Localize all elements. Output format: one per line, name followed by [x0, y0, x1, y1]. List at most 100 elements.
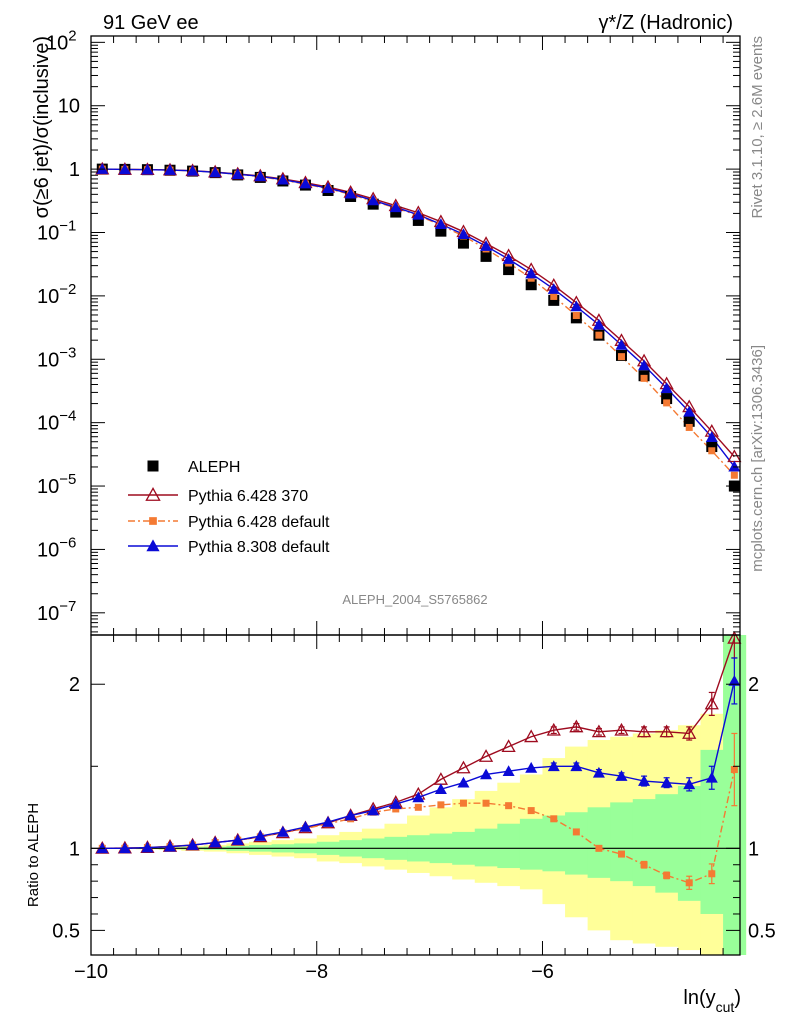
- main-point-pythia-6-428-default: [685, 423, 693, 431]
- main-point-pythia-8-308-default: [344, 187, 357, 199]
- band-green-bin: [700, 749, 724, 914]
- legend-label-aleph: ALEPH: [188, 459, 240, 476]
- main-point-pythia-8-308-default: [705, 431, 718, 442]
- main-y-tick-label: 102: [46, 27, 77, 54]
- ratio-point-pythia-8-308-default: [660, 776, 673, 788]
- mcplots-citation: mcplots.cern.ch [arXiv:1306.3436]: [749, 345, 766, 572]
- main-point-pythia-6-428-default: [663, 399, 671, 407]
- main-point-pythia-6-428-default: [730, 471, 738, 479]
- ratio-point-pythia-8-308-default: [615, 770, 628, 781]
- legend-marker-pythia-6-428-default: [149, 517, 157, 525]
- ratio-point-pythia-8-308-default: [299, 821, 312, 832]
- main-point-pythia-8-308-default: [570, 300, 583, 312]
- main-point-aleph: [412, 214, 424, 226]
- ratio-point-pythia-6-428-default: [392, 805, 400, 813]
- panel-frames: [90, 35, 741, 956]
- ratio-y-tick-label-right: 0.5: [748, 920, 776, 942]
- main-point-pythia-8-308-default: [141, 163, 154, 175]
- main-point-pythia-8-308-default: [728, 460, 741, 472]
- ratio-point-pythia-8-308-default: [276, 825, 289, 837]
- ratio-point-pythia-6-428-default: [550, 815, 558, 823]
- main-point-pythia-8-308-default: [547, 283, 560, 294]
- ratio-frame: [90, 634, 741, 956]
- ratio-point-pythia-6-428-370: [636, 724, 652, 738]
- main-point-aleph: [503, 264, 515, 276]
- main-point-pythia-8-308-default: [231, 168, 244, 180]
- ratio-point-pythia-8-308-default: [592, 766, 605, 778]
- ratio-point-pythia-8-308-default: [254, 830, 267, 841]
- ratio-point-pythia-8-308-default: [412, 791, 425, 803]
- main-point-pythia-8-308-default: [660, 382, 673, 393]
- main-ylabel: σ(≥6 jet)/σ(inclusive): [31, 36, 53, 218]
- ratio-point-pythia-6-428-default: [527, 807, 535, 815]
- ratio-point-pythia-8-308-default: [480, 768, 493, 780]
- ratio-point-pythia-8-308-default: [502, 765, 515, 777]
- main-point-pythia-8-308-default: [615, 338, 628, 350]
- ratio-point-pythia-6-428-370: [478, 749, 494, 762]
- main-y-tick-label: 10−4: [37, 408, 76, 435]
- ratio-point-pythia-6-428-370: [659, 724, 674, 738]
- ratio-point-pythia-8-308-default: [638, 775, 651, 786]
- main-y-tick-label: 10−2: [37, 281, 76, 308]
- band-green-bin: [497, 823, 521, 869]
- ratio-point-pythia-6-428-default: [663, 871, 671, 879]
- ratio-point-pythia-6-428-370: [546, 722, 561, 736]
- ratio-y-tick-label: 1: [69, 838, 80, 860]
- ratio-point-pythia-6-428-default: [595, 844, 603, 852]
- legend-marker-pythia-8-308-default: [146, 539, 160, 552]
- ratio-point-pythia-8-308-default: [547, 760, 560, 772]
- x-tick-label: −8: [305, 961, 328, 983]
- ratio-point-pythia-8-308-default: [322, 816, 335, 827]
- main-point-pythia-8-308-default: [299, 177, 312, 189]
- ratio-point-pythia-6-428-default: [482, 799, 490, 807]
- ratio-point-pythia-8-308-default: [683, 778, 696, 790]
- main-y-tick-label: 1: [69, 159, 80, 181]
- axis-ticks: −10 −8 −610−710−610−510−410−310−210−111010…: [37, 27, 776, 983]
- ratio-point-pythia-8-308-default: [570, 760, 583, 772]
- main-point-aleph: [661, 393, 673, 405]
- ratio-point-pythia-6-428-370: [501, 739, 516, 753]
- x-axis-label: ln(ycut): [683, 987, 741, 1015]
- ratio-point-pythia-8-308-default: [96, 842, 109, 854]
- main-y-tick-label: 10−6: [37, 534, 76, 561]
- main-point-pythia-6-428-default: [550, 292, 558, 300]
- ratio-point-pythia-6-428-default: [414, 803, 422, 811]
- ratio-point-pythia-8-308-default: [118, 842, 131, 854]
- band-green-bin: [677, 785, 701, 901]
- band-green-bin: [565, 812, 589, 875]
- main-point-pythia-8-308-default: [118, 163, 131, 175]
- main-point-pythia-6-428-default: [708, 447, 716, 455]
- ratio-point-pythia-6-428-default: [572, 828, 580, 836]
- main-point-pythia-8-308-default: [276, 173, 289, 185]
- ratio-point-pythia-8-308-default: [389, 798, 402, 809]
- ratio-point-pythia-8-308-default: [209, 836, 222, 848]
- main-point-pythia-8-308-default: [502, 253, 515, 264]
- ratio-point-pythia-6-428-default: [437, 801, 445, 809]
- ratio-point-pythia-8-308-default: [231, 834, 244, 845]
- ratio-point-pythia-8-308-default: [367, 804, 380, 816]
- main-point-pythia-8-308-default: [367, 194, 380, 206]
- ratio-point-pythia-8-308-default: [164, 840, 177, 852]
- main-point-aleph: [457, 237, 469, 249]
- legend-marker-aleph: [147, 460, 159, 472]
- ratio-point-pythia-6-428-370: [614, 722, 629, 736]
- legend-label-pythia-6-428-370: Pythia 6.428 370: [188, 488, 308, 505]
- ratio-point-pythia-6-428-default: [617, 850, 625, 858]
- main-point-pythia-8-308-default: [389, 201, 402, 213]
- ratio-y-tick-label: 2: [69, 674, 80, 696]
- ratio-point-pythia-6-428-default: [459, 799, 467, 807]
- ratio-y-tick-label-right: 2: [748, 674, 759, 696]
- band-green-bin: [542, 815, 566, 872]
- band-green-bin: [610, 802, 634, 882]
- ratio-point-pythia-6-428-370: [456, 760, 471, 774]
- main-point-pythia-8-308-default: [592, 318, 605, 330]
- main-point-pythia-6-428-default: [640, 374, 648, 382]
- x-axis-label-base: ln(y: [683, 987, 715, 1009]
- x-tick-label: −6: [531, 961, 554, 983]
- main-y-tick-label: 10−5: [37, 471, 76, 498]
- header-right: γ*/Z (Hadronic): [599, 12, 733, 34]
- ratio-point-pythia-6-428-370: [591, 724, 607, 738]
- ratio-point-pythia-8-308-default: [141, 841, 154, 853]
- main-point-pythia-8-308-default: [322, 182, 335, 193]
